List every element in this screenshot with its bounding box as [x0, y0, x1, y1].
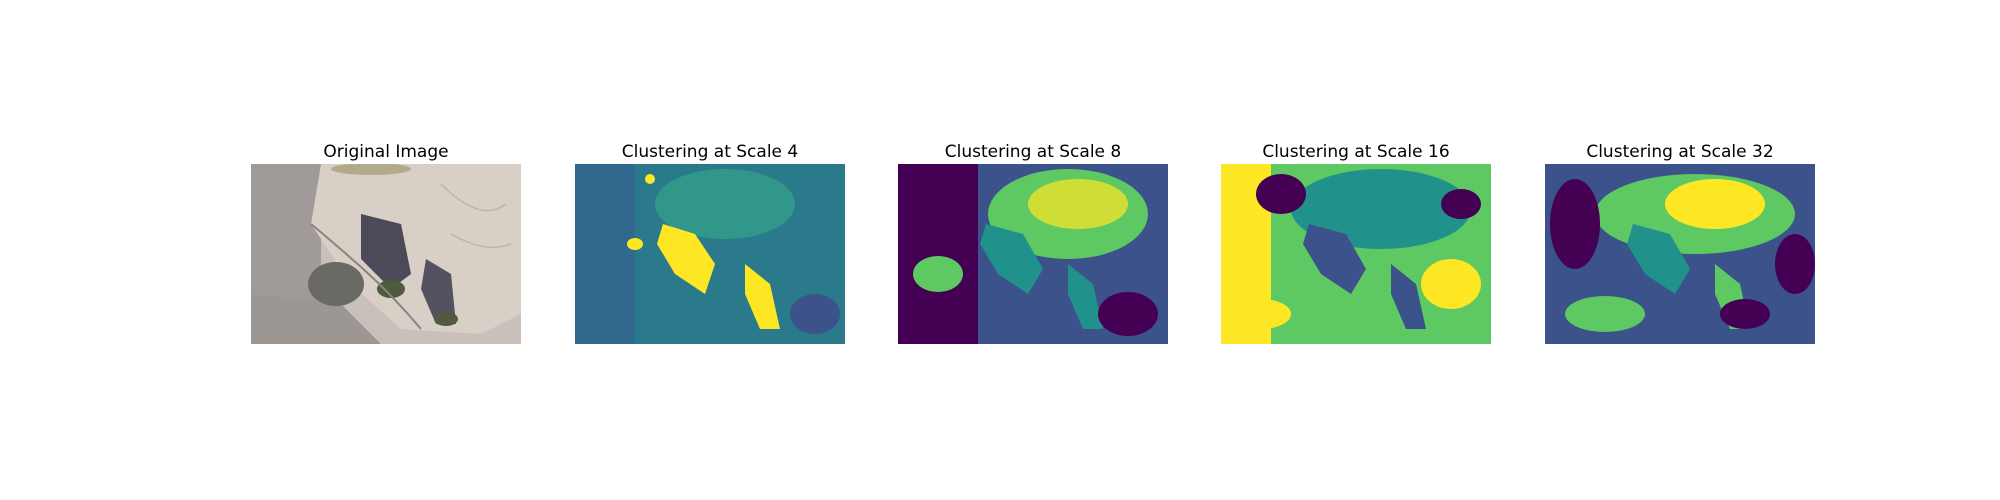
panel-scale-32: Clustering at Scale 32	[1545, 140, 1815, 344]
panel-title: Original Image	[323, 142, 449, 162]
cluster-map-scale-8	[898, 164, 1168, 344]
panel-title: Clustering at Scale 4	[621, 142, 799, 162]
panel-scale-16: Clustering at Scale 16	[1221, 140, 1491, 344]
panel-title: Clustering at Scale 16	[1262, 142, 1450, 162]
cluster-map-scale-16	[1221, 164, 1491, 344]
cluster-map-scale-4	[575, 164, 845, 344]
panel-scale-8: Clustering at Scale 8	[898, 140, 1168, 344]
cluster-map-scale-32	[1545, 164, 1815, 344]
panel-title: Clustering at Scale 8	[944, 142, 1122, 162]
original-image	[251, 164, 521, 344]
panel-title: Clustering at Scale 32	[1586, 142, 1774, 162]
panel-original-image: Original Image	[251, 140, 521, 344]
panel-scale-4: Clustering at Scale 4	[575, 140, 845, 344]
